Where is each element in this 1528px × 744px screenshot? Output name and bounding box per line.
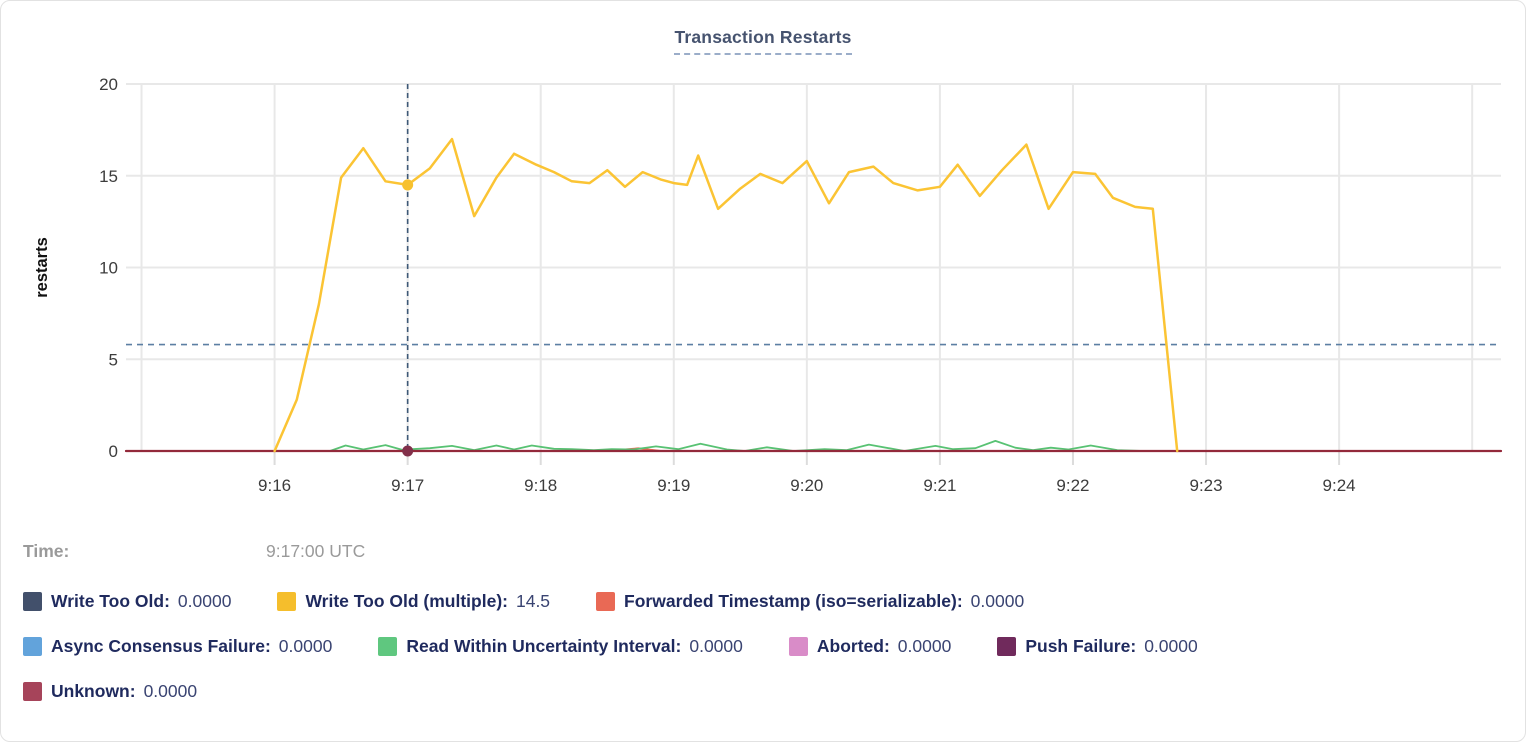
legend-label: Read Within Uncertainty Interval: — [406, 636, 682, 656]
legend-value: 0.0000 — [177, 591, 232, 611]
legend-swatch — [23, 637, 42, 656]
legend-label: Write Too Old: — [51, 591, 170, 611]
svg-text:20: 20 — [99, 75, 118, 94]
x-gridlines — [140, 84, 1474, 465]
y-gridlines — [126, 83, 1501, 452]
svg-text:10: 10 — [99, 259, 118, 278]
legend-swatch — [23, 592, 42, 611]
time-value: 9:17:00 UTC — [266, 541, 366, 561]
y-tick-labels: 0 5 10 15 20 — [99, 75, 118, 461]
legend-item: Forwarded Timestamp (iso=serializable): 0… — [596, 591, 1024, 612]
hover-time-row: Time: 9:17:00 UTC — [23, 541, 365, 562]
legend-swatch — [378, 637, 398, 656]
legend-label: Forwarded Timestamp (iso=serializable): — [624, 591, 963, 611]
legend-swatch — [997, 637, 1017, 656]
svg-text:15: 15 — [99, 167, 118, 186]
svg-text:5: 5 — [109, 350, 118, 369]
legend-row-2: Async Consensus Failure: 0.0000 Read Withi… — [23, 636, 1198, 657]
hover-dot — [402, 179, 414, 191]
legend-item: Async Consensus Failure: 0.0000 — [23, 636, 332, 657]
legend-item: Write Too Old (multiple): 14.5 — [277, 591, 550, 612]
legend-item: Write Too Old: 0.0000 — [23, 591, 231, 612]
svg-text:9:21: 9:21 — [923, 476, 956, 495]
legend-label: Aborted: — [816, 636, 890, 656]
svg-text:9:20: 9:20 — [790, 476, 823, 495]
transaction-restarts-chart[interactable]: 0 5 10 15 20 9:16 9:17 9:18 9:19 9:20 9:21 9:22 9:23… — [1, 1, 1528, 513]
legend-swatch — [277, 592, 297, 611]
hover-dot — [402, 445, 414, 457]
series-line — [329, 439, 1145, 452]
y-axis-label: restarts — [33, 237, 51, 298]
svg-text:0: 0 — [109, 442, 118, 461]
legend-value: 0.0000 — [689, 636, 743, 656]
legend-label: Write Too Old (multiple): — [305, 591, 508, 611]
legend-label: Push Failure: — [1025, 636, 1137, 656]
legend-value: 14.5 — [515, 591, 551, 611]
legend-swatch — [788, 637, 808, 656]
series-line — [273, 137, 1179, 453]
svg-text:9:18: 9:18 — [524, 476, 557, 495]
chart-title-wrap: Transaction Restarts — [1, 27, 1525, 55]
svg-text:9:24: 9:24 — [1323, 476, 1356, 495]
x-tick-labels: 9:16 9:17 9:18 9:19 9:20 9:21 9:22 9:23 9:24 — [258, 476, 1356, 495]
legend-item: Unknown: 0.0000 — [23, 681, 197, 702]
legend-value: 0.0000 — [278, 636, 333, 656]
time-label: Time: — [23, 541, 70, 561]
legend-value: 0.0000 — [970, 591, 1025, 611]
legend-row-1: Write Too Old: 0.0000 Write Too Old (multi… — [23, 591, 1024, 612]
legend-label: Async Consensus Failure: — [51, 636, 271, 656]
legend-swatch — [23, 682, 42, 701]
legend-item: Aborted: 0.0000 — [788, 636, 952, 657]
chart-title[interactable]: Transaction Restarts — [674, 27, 852, 55]
svg-text:9:17: 9:17 — [391, 476, 424, 495]
svg-text:9:23: 9:23 — [1189, 476, 1222, 495]
svg-text:9:22: 9:22 — [1056, 476, 1089, 495]
svg-text:9:16: 9:16 — [258, 476, 291, 495]
legend-item: Push Failure: 0.0000 — [997, 636, 1198, 657]
legend-value: 0.0000 — [1144, 636, 1198, 656]
legend-label: Unknown: — [51, 681, 136, 701]
svg-text:9:19: 9:19 — [657, 476, 690, 495]
legend-value: 0.0000 — [897, 636, 952, 656]
legend-row-3: Unknown: 0.0000 — [23, 681, 197, 702]
legend-value: 0.0000 — [143, 681, 198, 701]
legend-swatch — [596, 592, 616, 611]
legend-item: Read Within Uncertainty Interval: 0.0000 — [378, 636, 743, 657]
